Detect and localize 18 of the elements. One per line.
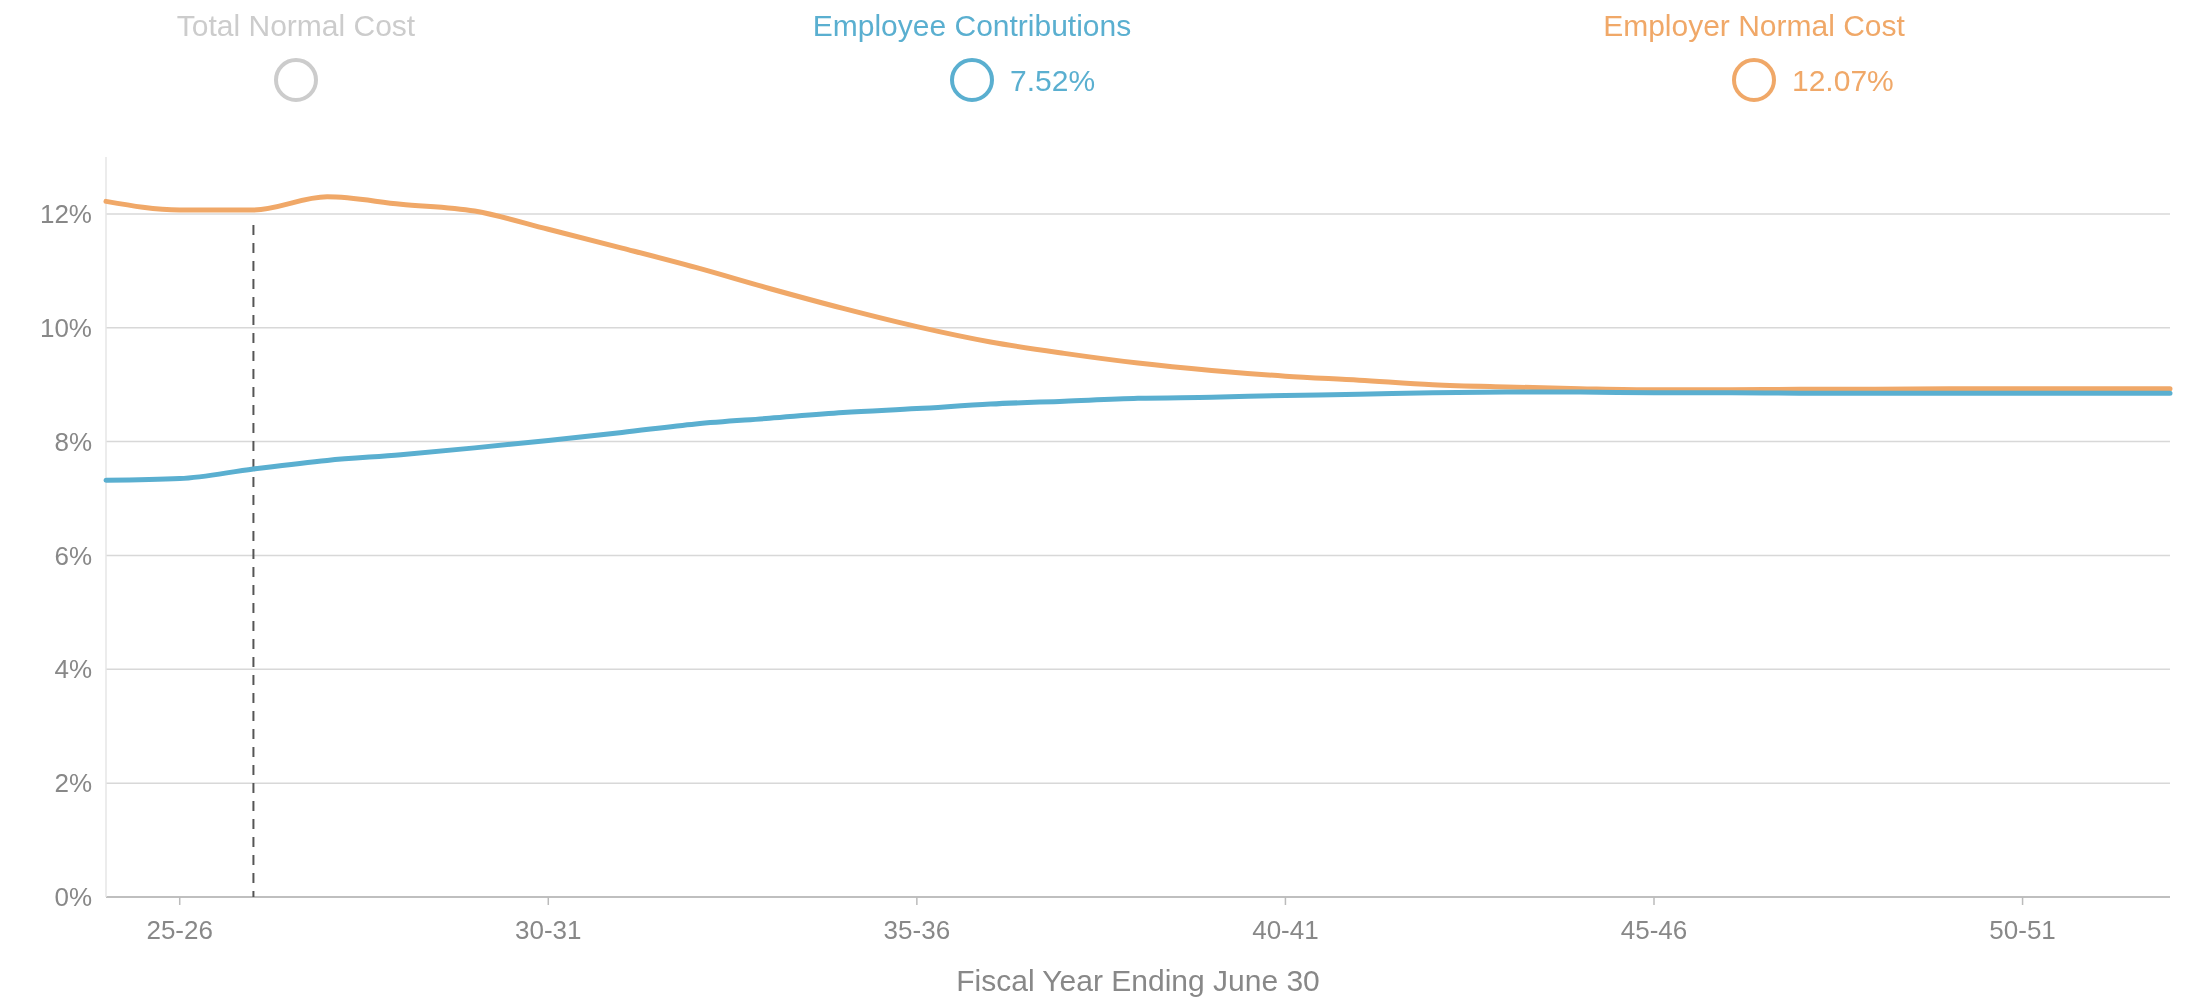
text: Employer Normal Cost: [1603, 9, 1906, 42]
y-tick-label: 0%: [54, 882, 92, 913]
x-tick-label: 50-51: [1989, 915, 2056, 945]
y-tick-label: 12%: [39, 199, 92, 230]
text: 12.07%: [1792, 63, 1894, 97]
y-tick-label: 4%: [54, 654, 92, 685]
text: Employee Contributions: [812, 9, 1132, 42]
x-tick-label: 30-31: [515, 915, 582, 945]
text: 7.52%: [1010, 63, 1096, 97]
y-tick-label: 6%: [54, 540, 92, 571]
x-tick-label: 35-36: [883, 915, 951, 945]
x-tick-label: 40-41: [1252, 915, 1319, 945]
y-tick-label: 8%: [54, 426, 92, 457]
x-tick-label: 45-46: [1620, 915, 1688, 945]
x-tick-label: 25-26: [146, 915, 213, 945]
y-tick-label: 2%: [54, 768, 92, 799]
x-axis-title: Fiscal Year Ending June 30: [956, 964, 1320, 997]
y-tick-label: 10%: [39, 312, 92, 343]
